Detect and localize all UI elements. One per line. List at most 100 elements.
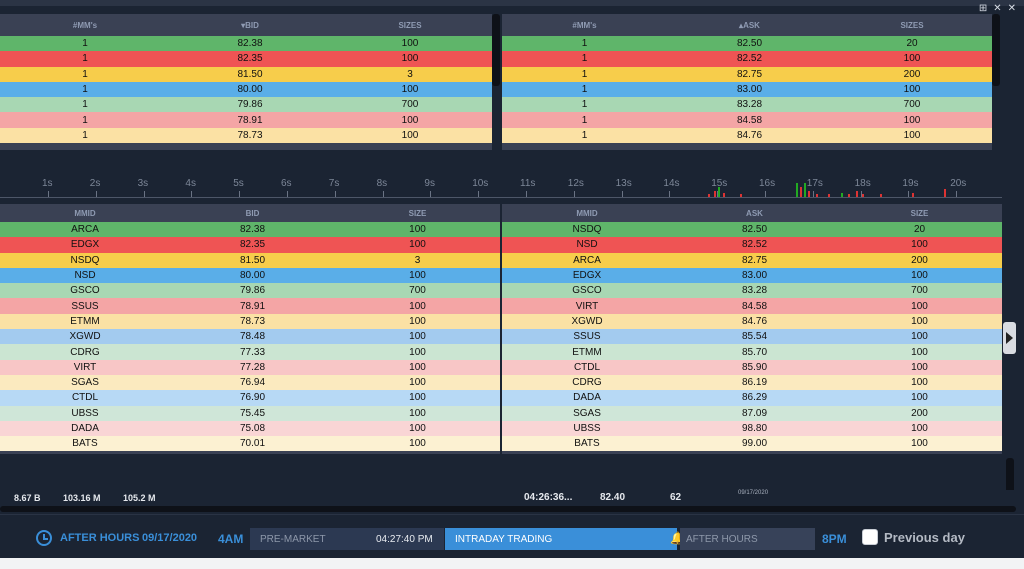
table-cell: 100 [903,129,921,141]
table-row[interactable]: GSCO 83.28 700 [502,283,1002,299]
table-row[interactable]: CTDL 76.90 100 [0,390,500,406]
table-row[interactable]: VIRT 84.58 100 [502,298,1002,314]
premarket-segment[interactable]: PRE-MARKET 04:27:40 PM [250,528,444,550]
table-cell: 100 [903,84,921,96]
col-header-size[interactable]: SIZE [910,208,929,218]
level1-ask-panel: #MM's ▴ASK SIZES 1 82.50 20 1 82.52 100 1 82.75… [502,14,992,150]
table-row[interactable]: DADA 86.29 100 [502,390,1002,406]
table-cell: ARCA [71,224,99,236]
table-cell: 85.54 [741,331,768,343]
col-header-sizes[interactable]: SIZES [398,20,422,30]
table-row[interactable]: XGWD 78.48 100 [0,329,500,345]
table-row[interactable]: ETMM 85.70 100 [502,344,1002,360]
bid-scrollbar[interactable] [492,14,500,86]
table-row[interactable]: 1 82.52 100 [502,51,992,67]
table-row[interactable]: 1 79.86 700 [0,97,492,113]
table-row[interactable]: XGWD 84.76 100 [502,313,1002,330]
table-row[interactable]: UBSS 98.80 100 [502,420,1002,437]
col-header-mmid[interactable]: MMID [74,208,96,218]
table-cell: 700 [409,285,426,297]
table-row[interactable]: BATS 99.00 100 [502,436,1002,452]
table-row[interactable]: 1 84.58 100 [502,112,992,128]
timeline-tick [573,191,575,198]
table-row[interactable]: 1 82.38 100 [0,36,492,52]
table-cell: DADA [71,423,99,434]
table-row[interactable]: 1 78.73 100 [0,127,492,144]
table-row[interactable]: SGAS 87.09 200 [502,405,1002,421]
timeline-label: 15s [711,178,728,189]
close-icon[interactable]: ✕ [993,3,1002,14]
table-cell: 84.76 [736,129,763,141]
col-header-sizes[interactable]: SIZES [900,20,924,30]
table-row[interactable]: UBSS 75.45 100 [0,405,500,421]
table-row[interactable]: 1 82.75 200 [502,66,992,82]
sort-up-icon: ▴ [739,20,744,30]
table-row[interactable]: ARCA 82.38 100 [0,222,500,238]
table-row[interactable]: 1 83.28 700 [502,97,992,113]
last-trade-time: 04:26:36... [524,492,573,503]
table-row[interactable]: 1 83.00 100 [502,81,992,98]
summary-bar: 8.67 B 103.16 M 105.2 M 04:26:36... 82.4… [0,490,1016,505]
table-row[interactable]: NSD 80.00 100 [0,267,500,284]
col-header-bid[interactable]: BID [245,208,260,218]
table-row[interactable]: SSUS 78.91 100 [0,298,500,314]
table-row[interactable]: 1 82.50 20 [502,36,992,52]
table-row[interactable]: NSDQ 81.50 3 [0,252,500,268]
table-row[interactable]: SSUS 85.54 100 [502,329,1002,345]
table-row[interactable]: NSDQ 82.50 20 [502,222,1002,238]
table-row[interactable]: SGAS 76.94 100 [0,374,500,391]
previous-day-label[interactable]: Previous day [884,530,965,545]
table-cell: CTDL [573,361,601,373]
popout-icon[interactable]: ⊞ [978,3,988,14]
col-header-ask[interactable]: ASK [746,208,763,218]
table-row[interactable]: DADA 75.08 100 [0,420,500,437]
col-header-mmid[interactable]: MMID [576,208,598,218]
timeline-tick [239,191,241,198]
col-header-size[interactable]: SIZE [408,208,427,218]
timeline-label: 9s [424,178,435,189]
col-header-bid[interactable]: ▾BID [241,20,259,30]
table-row[interactable]: VIRT 77.28 100 [0,359,500,375]
previous-day-checkbox[interactable] [862,529,878,545]
table-row[interactable]: CDRG 86.19 100 [502,374,1002,391]
table-cell: 1 [82,129,88,141]
table-cell: 100 [409,331,426,343]
table-row[interactable]: CTDL 85.90 100 [502,359,1002,375]
session-date: 09/17/2020 [142,532,198,544]
intraday-segment[interactable]: INTRADAY TRADING [445,528,677,550]
table-row[interactable]: NSD 82.52 100 [502,237,1002,253]
timeline-tick [669,191,671,198]
table-row[interactable]: ETMM 78.73 100 [0,313,500,330]
close-icon[interactable]: ✕ [1007,3,1016,14]
table-row[interactable]: 1 84.76 100 [502,127,992,144]
horizontal-scrollbar[interactable] [0,506,1016,512]
table-cell: 1 [581,84,588,96]
ask-scrollbar[interactable] [992,14,1000,86]
table-cell: 82.75 [736,68,763,80]
table-row[interactable]: 1 80.00 100 [0,81,492,98]
table-cell: SSUS [71,300,99,312]
col-header-ask[interactable]: ▴ASK [739,20,760,30]
col-header-mms[interactable]: #MM's [72,20,98,30]
table-row[interactable]: 1 81.50 3 [0,66,492,82]
table-row[interactable]: ARCA 82.75 200 [502,252,1002,268]
table-row[interactable]: EDGX 82.35 100 [0,237,500,253]
table-cell: 80.00 [237,84,263,96]
table-cell: 78.91 [237,114,263,126]
timeline-label: 14s [663,178,680,189]
level2-ask-header: MMID ASK SIZE [502,204,1002,222]
table-cell: 100 [911,438,928,450]
table-row[interactable]: 1 82.35 100 [0,51,492,67]
table-row[interactable]: EDGX 83.00 100 [502,267,1002,284]
right-scrollbar[interactable] [1006,458,1014,500]
afterhours-segment[interactable]: AFTER HOURS [680,528,815,550]
table-cell: 75.08 [239,423,266,434]
table-row[interactable]: BATS 70.01 100 [0,436,500,452]
col-header-mms[interactable]: #MM's [572,20,597,30]
table-row[interactable]: GSCO 79.86 700 [0,283,500,299]
table-cell: BATS [574,438,600,450]
table-row[interactable]: CDRG 77.33 100 [0,344,500,360]
side-scroll-arrow[interactable] [1003,322,1016,354]
table-row[interactable]: 1 78.91 100 [0,112,492,128]
clock-icon [36,530,52,546]
